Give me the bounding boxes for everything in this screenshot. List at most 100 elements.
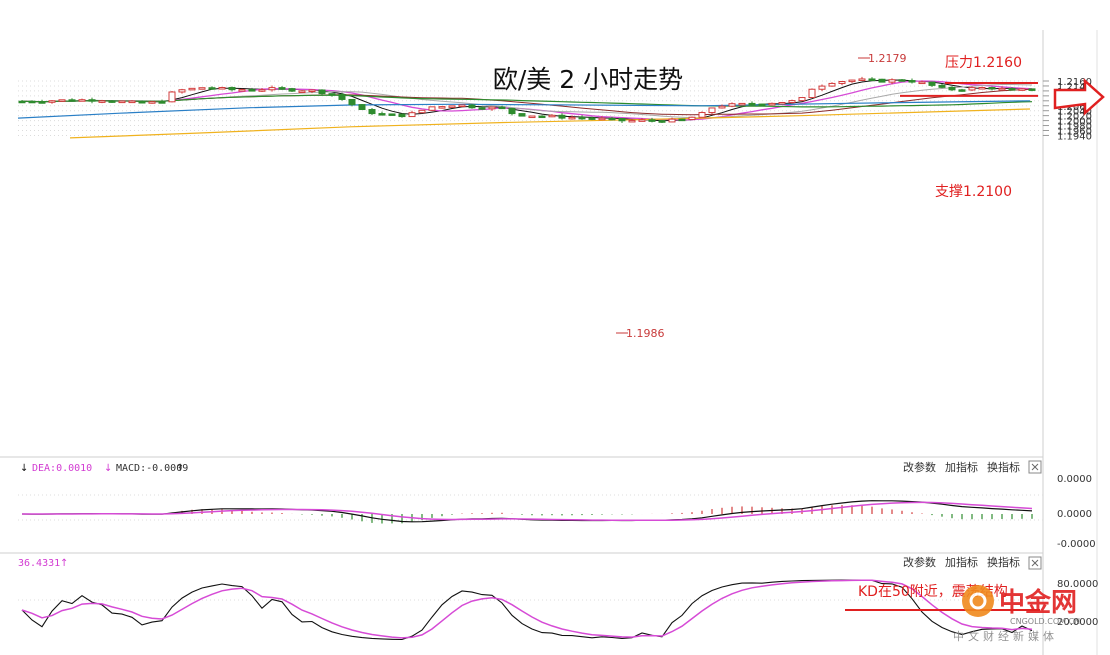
candle <box>388 113 396 116</box>
dea-label: DEA:0.0010 <box>32 463 92 474</box>
kd-d-line <box>21 579 1033 639</box>
candle <box>638 118 646 122</box>
moving-average-lines <box>17 79 1033 139</box>
candle <box>398 113 406 118</box>
candle <box>868 77 876 81</box>
watermark: 中金网 CNGOLD.COM.CN 中文财经新媒体 <box>953 585 1080 643</box>
candle <box>238 88 246 92</box>
candle <box>488 106 496 111</box>
kd-edit-params-button[interactable]: 改参数 <box>903 555 936 569</box>
macd-arrow-down-icon: ↓ <box>20 463 28 474</box>
candle <box>498 105 506 110</box>
candle <box>668 117 676 123</box>
candle <box>888 78 896 85</box>
candle <box>248 87 256 92</box>
candle <box>508 107 516 116</box>
y-tick-label: 1.2060 <box>1057 102 1092 113</box>
kd-close-icon[interactable] <box>1028 556 1042 570</box>
candle <box>118 100 126 104</box>
candle <box>838 80 846 86</box>
candle <box>528 115 536 119</box>
candle <box>608 116 616 121</box>
candles <box>18 76 1036 123</box>
candle <box>318 89 326 95</box>
macd-close-icon[interactable] <box>1028 460 1042 474</box>
candle <box>998 86 1006 91</box>
candle <box>208 86 216 90</box>
candle <box>38 99 46 104</box>
candle <box>598 116 606 121</box>
candle <box>98 99 106 104</box>
candle <box>948 86 956 92</box>
candle <box>258 88 266 92</box>
y-tick-label: 1.2160 <box>1057 77 1092 88</box>
candle <box>378 111 386 116</box>
candle <box>648 117 656 123</box>
candle <box>298 90 306 93</box>
candle <box>918 80 926 85</box>
candle <box>518 113 526 117</box>
candle <box>348 98 356 107</box>
candle <box>438 105 446 109</box>
y-tick-label: 1.1980 <box>1057 122 1092 133</box>
candle <box>828 82 836 87</box>
candle <box>858 76 866 81</box>
candle <box>738 102 746 106</box>
candle <box>578 115 586 120</box>
candle <box>978 86 986 90</box>
candle <box>848 79 856 83</box>
candle <box>458 104 466 108</box>
y-tick-label: 1.1940 <box>1057 131 1092 142</box>
candle <box>988 86 996 91</box>
macd-edit-params-button[interactable]: 改参数 <box>903 460 936 474</box>
candle <box>618 117 626 123</box>
candle <box>418 109 426 114</box>
macd-dea-line <box>22 501 1033 522</box>
chart-title: 欧/美 2 小时走势 <box>493 65 683 94</box>
candle <box>708 107 716 115</box>
candle <box>1008 87 1016 91</box>
candle <box>108 99 116 103</box>
brand-domain: CNGOLD.COM.CN <box>1010 617 1080 626</box>
candle <box>588 116 596 121</box>
high-label: 1.2179 <box>868 52 907 65</box>
kd-axis-tick-80: 80.0000 <box>1057 579 1098 590</box>
ma5-line <box>21 79 1033 122</box>
candle <box>128 100 136 104</box>
y-tick-label: 1.2000 <box>1057 117 1092 128</box>
candle <box>138 100 146 104</box>
candle <box>878 78 886 83</box>
candle <box>808 88 816 99</box>
candle <box>288 87 296 92</box>
macd-add-indicator-button[interactable]: 加指标 <box>945 460 978 474</box>
kd-axis-tick-20: 20.0000 <box>1057 617 1098 628</box>
candle <box>428 106 436 112</box>
kd-add-indicator-button[interactable]: 加指标 <box>945 555 978 569</box>
candle <box>228 86 236 92</box>
candle <box>148 100 156 104</box>
low-label: 1.1986 <box>626 327 665 340</box>
candle <box>198 87 206 90</box>
candle <box>158 99 166 104</box>
candle <box>968 86 976 92</box>
y-tick-label: 1.2020 <box>1057 112 1092 123</box>
candle <box>958 88 966 92</box>
kd-switch-indicator-button[interactable]: 换指标 <box>987 555 1020 569</box>
grid-lines <box>18 80 1043 601</box>
ma120-line <box>17 100 1031 119</box>
candle <box>928 81 936 87</box>
candle <box>308 89 316 94</box>
y-tick-label: 1.2140 <box>1057 82 1092 93</box>
candle <box>818 84 826 92</box>
candle <box>538 115 546 119</box>
candle <box>788 99 796 104</box>
candle <box>718 104 726 109</box>
candle <box>728 102 736 108</box>
macd-switch-indicator-button[interactable]: 换指标 <box>987 460 1020 474</box>
candle <box>938 84 946 89</box>
candle <box>408 110 416 118</box>
candle <box>18 99 26 104</box>
candle <box>688 116 696 121</box>
